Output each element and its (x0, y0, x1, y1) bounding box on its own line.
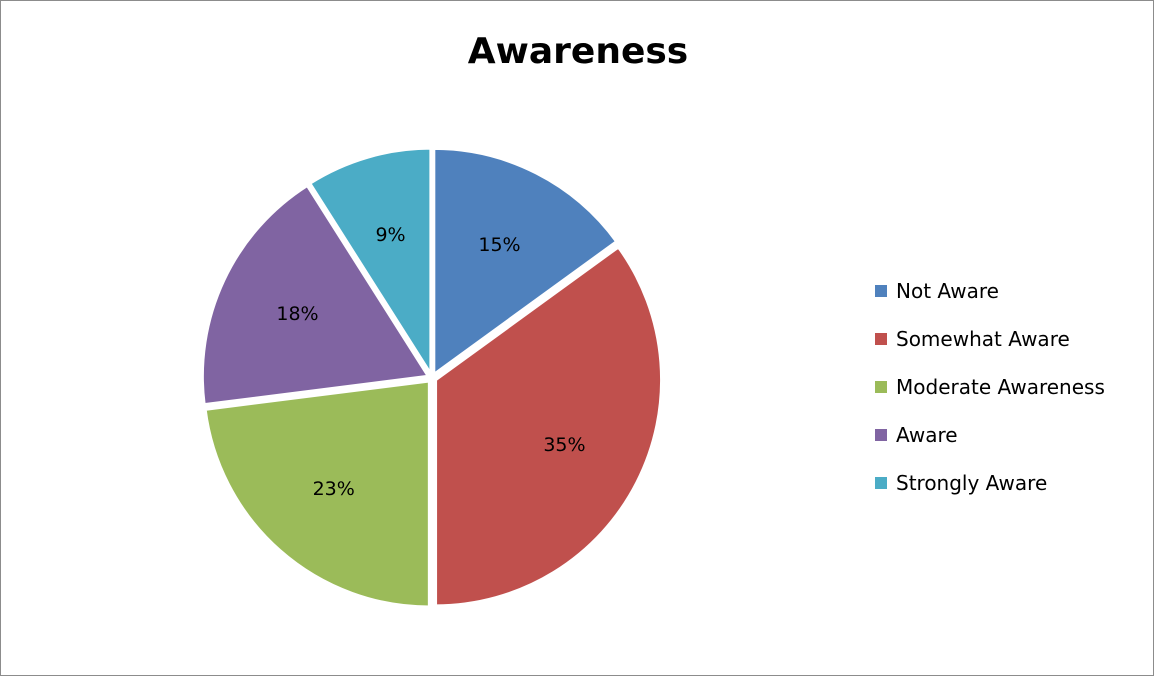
pie-slices (200, 146, 664, 609)
chart-legend: Not Aware Somewhat Aware Moderate Awarenes… (875, 267, 1105, 507)
legend-swatch (875, 429, 887, 441)
legend-label: Not Aware (896, 279, 999, 303)
legend-swatch (875, 333, 887, 345)
pie-slice-not-aware (432, 146, 619, 376)
legend-item-aware: Aware (875, 411, 1105, 459)
legend-swatch (875, 477, 887, 489)
data-label-moderate-awareness: 23% (313, 478, 355, 500)
legend-swatch (875, 381, 887, 393)
pie-slice-strongly-aware (308, 146, 433, 376)
legend-item-moderate-awareness: Moderate Awareness (875, 363, 1105, 411)
legend-label: Aware (896, 423, 958, 447)
pie-slice-moderate-awareness (203, 379, 431, 609)
legend-label: Strongly Aware (896, 471, 1048, 495)
legend-item-not-aware: Not Aware (875, 267, 1105, 315)
pie-slice-aware (200, 183, 430, 407)
chart-title: Awareness (467, 31, 689, 72)
legend-item-strongly-aware: Strongly Aware (875, 459, 1105, 507)
data-label-aware: 18% (276, 303, 318, 325)
data-label-somewhat-aware: 35% (543, 434, 585, 456)
legend-item-somewhat-aware: Somewhat Aware (875, 315, 1105, 363)
data-label-not-aware: 15% (478, 234, 520, 256)
pie-slice-somewhat-aware (434, 245, 664, 608)
legend-label: Moderate Awareness (896, 375, 1105, 399)
data-label-strongly-aware: 9% (375, 224, 405, 246)
pie-slice-labels: 15% 35% 23% 18% 9% (276, 224, 585, 500)
legend-label: Somewhat Aware (896, 327, 1070, 351)
legend-swatch (875, 285, 887, 297)
